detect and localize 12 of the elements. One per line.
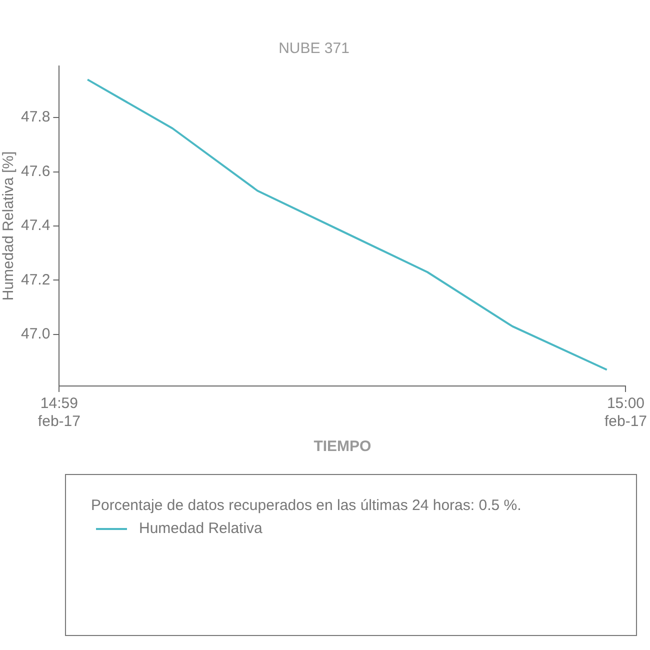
x-tick-label: 14:59 feb-17 <box>38 395 80 430</box>
y-tick-label: 47.0 <box>20 326 50 343</box>
y-tick-label: 47.4 <box>20 217 50 234</box>
legend-label: Humedad Relativa <box>139 520 262 537</box>
x-axis-title: TIEMPO <box>314 438 372 456</box>
chart-title: NUBE 371 <box>278 40 350 58</box>
x-tick-label: 15:00 feb-17 <box>604 395 648 430</box>
y-tick-label: 47.6 <box>20 162 50 180</box>
y-tick-label: 47.8 <box>20 108 50 126</box>
text: Porcentaje de datos recuperados en las últimas 24 horas: 0.5 %. <box>91 497 522 514</box>
y-tick-label: 47.2 <box>20 271 50 288</box>
y-axis-title: Humedad Relativa [%] <box>0 151 18 301</box>
